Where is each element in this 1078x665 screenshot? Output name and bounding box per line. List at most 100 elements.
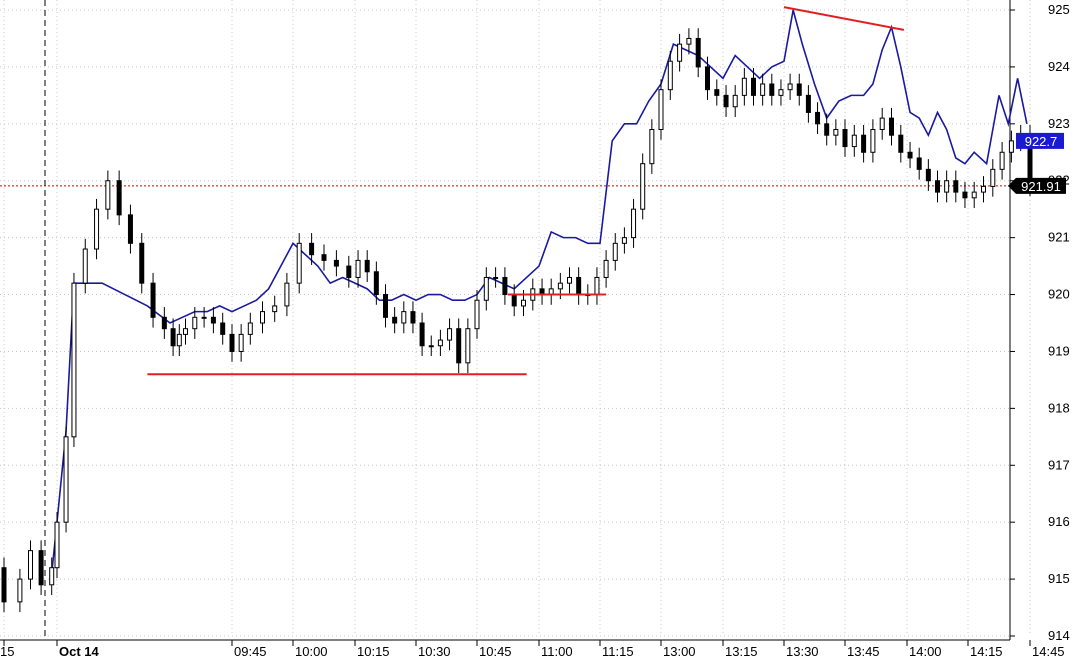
x-tick-label: 14:15 [970,644,1003,659]
candle-body [139,242,145,284]
candle-body [28,550,33,580]
candle-body [401,311,407,324]
candle-body [1,567,7,603]
x-tick-label: 13:30 [786,644,819,659]
candle-body [105,180,111,210]
candle-body [71,282,77,438]
last-price-tag [1008,177,1066,194]
candle-body [751,77,756,96]
candle-body [649,129,655,165]
candle-body [220,322,226,335]
candle-body [971,191,977,199]
candle-body [521,299,526,307]
candle-body [842,129,848,148]
candle-body [732,94,738,108]
candle-body [576,276,582,296]
x-tick-label: 11:00 [541,644,573,659]
candle-body [260,311,265,324]
candle-body [493,276,499,279]
candle-body [447,328,453,341]
candle-body [990,168,996,187]
x-tick-label: 10:30 [418,644,451,659]
candle-body [127,214,133,244]
candle-body [170,328,176,347]
candle-body [603,259,609,278]
candle-body [925,168,931,182]
y-tick-label: 923 [1048,116,1070,131]
candle-body [474,299,480,330]
candle-body [640,163,646,210]
candle-body [898,134,904,153]
candle-body [889,117,894,136]
candle-body [17,578,23,603]
x-tick-label: 10:15 [357,644,390,659]
candle-body [437,339,443,347]
y-tick-label: 914 [1048,628,1070,643]
candle-body [787,83,793,91]
candle-body [861,134,867,153]
candle-body [82,248,88,284]
candle-body [999,151,1005,170]
candle-body [392,316,398,324]
x-tick-label: 13:15 [725,644,758,659]
candle-body [981,185,986,193]
candle-body [621,237,627,244]
candle-body [161,316,167,330]
x-tick-label: 13:45 [847,644,880,659]
candle-body [612,242,618,261]
candle-body [321,254,327,261]
x-tick-label: 15 [0,644,14,659]
candle-body [483,276,489,301]
candle-body [870,129,876,153]
y-tick-label: 916 [1048,514,1070,529]
candle-body [346,265,352,278]
candle-body [364,259,370,273]
y-tick-label: 917 [1048,457,1070,472]
x-tick-label: 13:00 [663,644,696,659]
candle-body [38,550,44,586]
price-tag-label: 921.91 [1021,179,1061,194]
candle-body [686,37,692,45]
candle-body [705,66,710,91]
candle-body [210,316,216,324]
candle-body [796,83,802,96]
y-tick-label: 915 [1048,571,1070,586]
x-tick-label: 14:00 [909,644,942,659]
candle-body [567,276,572,284]
candle-body [333,259,339,267]
candle-body [373,271,379,296]
candle-body [116,180,122,216]
blue-series-line [50,9,1028,574]
candle-body [935,180,940,193]
candle-body [183,328,188,335]
y-tick-label: 921 [1048,230,1070,245]
candle-body [176,333,182,347]
candle-body [769,83,775,96]
candle-body [805,94,811,113]
indicator-price-tag [1016,132,1064,149]
candle-body [428,345,434,348]
candle-body [557,282,563,290]
candle-body [247,322,253,335]
candle-body [54,521,60,569]
candle-body [296,242,302,284]
candle-body [778,89,784,96]
candle-body [667,60,673,91]
trend-line [783,6,905,31]
candle-body [677,43,683,62]
candle-body [695,37,701,68]
candle-body [723,94,729,108]
candle-body [94,208,100,250]
x-tick-label: 11:15 [602,644,634,659]
candle-body [594,276,600,296]
x-tick-label: 14:45 [1032,644,1065,659]
candle-body [456,328,462,364]
candle-body [916,157,922,170]
candle-body [49,567,55,586]
price-tag-label: 922.7 [1025,134,1058,149]
candle-body [953,180,959,193]
candle-body [284,282,290,307]
candle-body [879,117,885,131]
